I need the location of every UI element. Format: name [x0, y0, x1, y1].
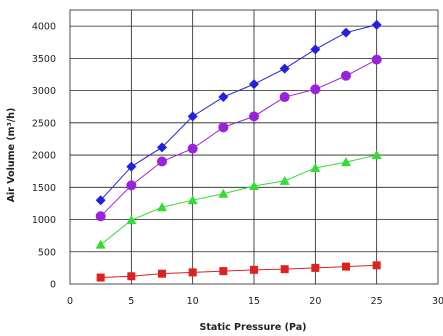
data-point-circle: [249, 111, 259, 122]
y-tick-label: 1000: [32, 215, 56, 226]
data-point-circle: [279, 92, 290, 103]
y-axis-ticks: 0 500 1000 1500 2000 2500 3000 3500 4000: [32, 22, 56, 291]
data-point-square: [219, 267, 228, 276]
data-point-triangle: [310, 162, 321, 172]
y-tick-label: 1500: [32, 183, 56, 194]
series-line-1: [100, 24, 377, 201]
x-axis-ticks: 0 5 10 15 20 25 30: [67, 296, 443, 307]
data-point-circle: [187, 143, 198, 154]
x-tick-label: 0: [67, 296, 73, 307]
series-line-2: [100, 59, 377, 217]
data-point-triangle: [126, 215, 137, 225]
data-point-square: [342, 262, 350, 271]
data-point-circle: [157, 156, 167, 167]
data-point-circle: [310, 84, 321, 95]
data-point-diamond: [341, 27, 351, 38]
data-point-square: [127, 272, 136, 281]
data-point-triangle: [341, 157, 351, 167]
data-point-diamond: [310, 44, 321, 55]
data-point-square: [158, 269, 166, 278]
data-point-circle: [218, 122, 229, 133]
x-tick-label: 15: [248, 296, 260, 307]
x-tick-label: 20: [309, 296, 321, 307]
y-tick-label: 500: [38, 247, 56, 258]
y-axis-title: Air Volume (m³/h): [6, 108, 17, 203]
series-markers: [95, 19, 382, 282]
data-point-diamond: [249, 79, 259, 90]
data-point-circle: [95, 211, 106, 222]
series-line-4: [100, 264, 377, 279]
data-point-diamond: [187, 111, 198, 122]
data-point-square: [372, 261, 381, 270]
data-point-diamond: [371, 19, 382, 30]
series-lines: [100, 24, 377, 279]
data-point-circle: [126, 180, 137, 191]
y-tick-label: 0: [50, 280, 56, 291]
data-point-square: [96, 273, 105, 282]
data-point-circle: [341, 70, 351, 81]
data-point-diamond: [126, 161, 137, 172]
data-point-triangle: [371, 150, 382, 160]
data-point-square: [250, 265, 258, 274]
y-tick-label: 2000: [32, 151, 56, 162]
y-tick-label: 2500: [32, 118, 56, 129]
series-line-3: [100, 154, 377, 246]
x-tick-label: 5: [128, 296, 134, 307]
data-point-square: [311, 263, 320, 272]
x-tick-label: 30: [432, 296, 443, 307]
data-point-diamond: [279, 63, 290, 74]
data-point-triangle: [218, 188, 229, 198]
data-point-circle: [371, 54, 382, 65]
data-point-diamond: [95, 195, 106, 206]
data-point-triangle: [249, 181, 259, 191]
x-axis-title: Static Pressure (Pa): [200, 322, 307, 333]
data-point-triangle: [187, 195, 198, 205]
data-point-square: [188, 268, 197, 277]
data-point-triangle: [279, 175, 290, 185]
y-tick-label: 3500: [32, 54, 56, 65]
y-tick-label: 3000: [32, 86, 56, 97]
data-point-triangle: [95, 239, 106, 249]
data-point-diamond: [157, 142, 167, 153]
data-point-diamond: [218, 92, 229, 103]
data-point-triangle: [157, 202, 167, 212]
data-point-square: [280, 265, 289, 274]
grid-lines: [69, 9, 439, 285]
x-tick-label: 25: [371, 296, 383, 307]
x-tick-label: 10: [187, 296, 199, 307]
y-tick-label: 4000: [32, 22, 56, 33]
